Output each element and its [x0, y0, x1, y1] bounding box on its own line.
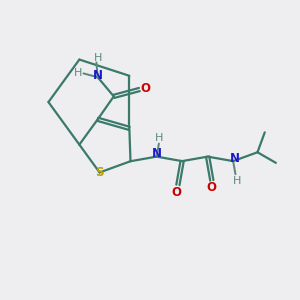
Text: S: S [95, 166, 104, 179]
Text: O: O [171, 186, 182, 199]
Text: O: O [141, 82, 151, 94]
Text: N: N [93, 69, 103, 82]
Text: N: N [152, 147, 162, 160]
Text: H: H [74, 68, 82, 78]
Text: H: H [155, 133, 163, 143]
Text: O: O [207, 181, 217, 194]
Text: H: H [94, 53, 102, 63]
Text: N: N [230, 152, 240, 165]
Text: H: H [233, 176, 241, 186]
